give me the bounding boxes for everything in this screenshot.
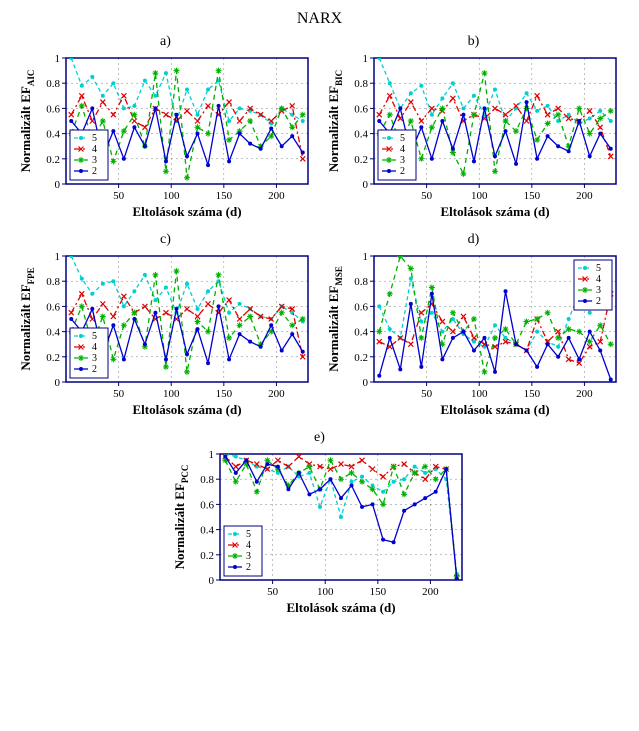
svg-text:100: 100 xyxy=(162,388,179,400)
panel-label-d: d) xyxy=(324,232,624,248)
svg-text:1: 1 xyxy=(362,53,368,65)
panel-label-c: c) xyxy=(16,232,316,248)
svg-text:0.4: 0.4 xyxy=(354,129,368,141)
svg-text:0.8: 0.8 xyxy=(354,276,368,288)
svg-text:2: 2 xyxy=(400,166,405,177)
svg-text:Eltolások száma (d): Eltolások száma (d) xyxy=(132,402,241,417)
svg-text:5: 5 xyxy=(246,529,251,540)
svg-text:4: 4 xyxy=(246,540,251,551)
svg-text:0.2: 0.2 xyxy=(354,154,368,166)
svg-text:5: 5 xyxy=(92,133,97,144)
svg-text:200: 200 xyxy=(268,190,285,202)
svg-text:150: 150 xyxy=(215,190,232,202)
svg-text:0.4: 0.4 xyxy=(354,327,368,339)
panel-label-e: e) xyxy=(170,430,470,446)
svg-text:100: 100 xyxy=(470,388,487,400)
svg-text:3: 3 xyxy=(92,353,97,364)
svg-text:0.8: 0.8 xyxy=(46,78,60,90)
svg-text:0.2: 0.2 xyxy=(46,154,60,166)
svg-text:50: 50 xyxy=(113,388,125,400)
svg-text:50: 50 xyxy=(267,586,279,598)
svg-text:200: 200 xyxy=(422,586,439,598)
svg-text:3: 3 xyxy=(92,155,97,166)
panel-b: b)00.20.40.60.8150100150200Eltolások szá… xyxy=(324,34,624,222)
svg-text:50: 50 xyxy=(421,190,433,202)
svg-text:4: 4 xyxy=(92,342,97,353)
svg-text:0.2: 0.2 xyxy=(200,550,214,562)
svg-text:0.8: 0.8 xyxy=(354,78,368,90)
svg-text:3: 3 xyxy=(400,155,405,166)
panel-label-a: a) xyxy=(16,34,316,50)
svg-text:3: 3 xyxy=(596,285,601,296)
panel-d: d)00.20.40.60.8150100150200Eltolások szá… xyxy=(324,232,624,420)
svg-text:150: 150 xyxy=(523,388,540,400)
svg-text:0.2: 0.2 xyxy=(354,352,368,364)
svg-text:5: 5 xyxy=(92,331,97,342)
svg-text:0.6: 0.6 xyxy=(354,103,368,115)
svg-text:100: 100 xyxy=(470,190,487,202)
svg-text:0: 0 xyxy=(54,179,60,191)
svg-text:Normalizált EFFPE: Normalizált EFFPE xyxy=(18,267,36,370)
svg-text:Eltolások száma (d): Eltolások száma (d) xyxy=(132,204,241,219)
svg-text:1: 1 xyxy=(54,251,60,263)
svg-text:1: 1 xyxy=(208,449,214,461)
svg-text:3: 3 xyxy=(246,551,251,562)
svg-text:150: 150 xyxy=(523,190,540,202)
panel-label-b: b) xyxy=(324,34,624,50)
svg-text:0.4: 0.4 xyxy=(46,129,60,141)
svg-text:2: 2 xyxy=(92,166,97,177)
svg-text:5: 5 xyxy=(400,133,405,144)
svg-text:150: 150 xyxy=(369,586,386,598)
svg-text:Normalizált EFMSE: Normalizált EFMSE xyxy=(326,266,344,372)
svg-text:2: 2 xyxy=(92,364,97,375)
chart-title: NARX xyxy=(10,10,629,28)
svg-text:Normalizált EFPCC: Normalizált EFPCC xyxy=(172,465,190,570)
svg-text:2: 2 xyxy=(596,296,601,307)
svg-text:100: 100 xyxy=(162,190,179,202)
svg-text:50: 50 xyxy=(113,190,125,202)
svg-text:1: 1 xyxy=(362,251,368,263)
svg-text:0.2: 0.2 xyxy=(46,352,60,364)
svg-text:100: 100 xyxy=(316,586,333,598)
panel-a: a)00.20.40.60.8150100150200Eltolások szá… xyxy=(16,34,316,222)
svg-text:0: 0 xyxy=(362,179,368,191)
svg-text:50: 50 xyxy=(421,388,433,400)
chart-grid: a)00.20.40.60.8150100150200Eltolások szá… xyxy=(10,32,629,626)
svg-text:0: 0 xyxy=(54,377,60,389)
svg-text:200: 200 xyxy=(576,388,593,400)
svg-text:0.6: 0.6 xyxy=(46,301,60,313)
svg-text:5: 5 xyxy=(596,263,601,274)
panel-c: c)00.20.40.60.8150100150200Eltolások szá… xyxy=(16,232,316,420)
svg-text:0.6: 0.6 xyxy=(354,301,368,313)
panel-e: e)00.20.40.60.8150100150200Eltolások szá… xyxy=(170,430,470,618)
svg-text:0: 0 xyxy=(362,377,368,389)
svg-text:Eltolások száma (d): Eltolások száma (d) xyxy=(440,402,549,417)
svg-text:Eltolások száma (d): Eltolások száma (d) xyxy=(440,204,549,219)
chart-b: 00.20.40.60.8150100150200Eltolások száma… xyxy=(324,52,624,222)
svg-text:200: 200 xyxy=(576,190,593,202)
chart-c: 00.20.40.60.8150100150200Eltolások száma… xyxy=(16,250,316,420)
svg-text:4: 4 xyxy=(92,144,97,155)
svg-text:0.4: 0.4 xyxy=(46,327,60,339)
svg-text:0.8: 0.8 xyxy=(200,474,214,486)
svg-text:0: 0 xyxy=(208,575,214,587)
svg-text:4: 4 xyxy=(596,274,601,285)
svg-text:0.6: 0.6 xyxy=(200,499,214,511)
svg-text:200: 200 xyxy=(268,388,285,400)
svg-text:2: 2 xyxy=(246,562,251,573)
svg-text:4: 4 xyxy=(400,144,405,155)
svg-text:Normalizált EFAIC: Normalizált EFAIC xyxy=(18,70,36,173)
chart-e: 00.20.40.60.8150100150200Eltolások száma… xyxy=(170,448,470,618)
svg-text:1: 1 xyxy=(54,53,60,65)
svg-text:Eltolások száma (d): Eltolások száma (d) xyxy=(286,600,395,615)
svg-text:0.8: 0.8 xyxy=(46,276,60,288)
chart-d: 00.20.40.60.8150100150200Eltolások száma… xyxy=(324,250,624,420)
chart-a: 00.20.40.60.8150100150200Eltolások száma… xyxy=(16,52,316,222)
svg-text:0.4: 0.4 xyxy=(200,525,214,537)
svg-text:0.6: 0.6 xyxy=(46,103,60,115)
svg-text:Normalizált EFBIC: Normalizált EFBIC xyxy=(326,70,344,172)
svg-text:150: 150 xyxy=(215,388,232,400)
